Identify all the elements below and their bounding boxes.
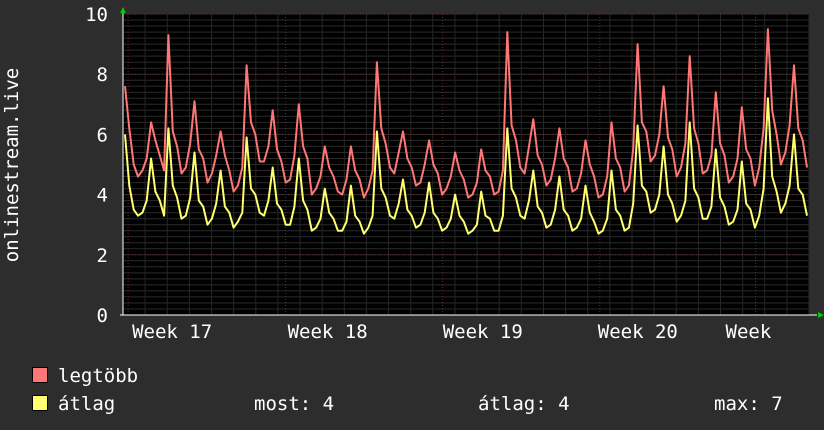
- x-tick-label: Week 19: [443, 321, 523, 343]
- series-line-1: [124, 97, 808, 235]
- x-axis-arrow: [818, 312, 824, 318]
- stat-current-value: 4: [322, 393, 335, 415]
- x-tick-label: Week 20: [598, 321, 678, 343]
- stat-current-label: most:: [254, 393, 312, 415]
- x-tick-labels: Week 17 Week 18 Week 19 Week 20 Week: [132, 321, 772, 343]
- y-tick-label: 6: [97, 124, 108, 146]
- legend-label-max: legtöbb: [58, 365, 139, 387]
- stat-max: max: 7: [714, 390, 783, 418]
- series-layer: [124, 28, 808, 235]
- y-axis-arrow: [120, 7, 126, 13]
- y-axis-label: onlinestream.live: [1, 68, 23, 262]
- legend-row-avg: átlag most: 4 átlag: 4 max: 7: [32, 390, 812, 418]
- stat-average: átlag: 4: [478, 390, 570, 418]
- legend-label-avg: átlag: [58, 393, 116, 415]
- y-tick-label: 8: [97, 64, 108, 86]
- legend-swatch-max: [32, 367, 48, 383]
- y-tick-label: 4: [97, 185, 108, 207]
- stat-average-label: átlag:: [478, 393, 547, 415]
- y-tick-label: 0: [97, 305, 108, 327]
- stat-max-value: 7: [771, 393, 783, 415]
- axes-layer: [120, 7, 824, 318]
- y-tick-label: 10: [85, 4, 108, 26]
- x-tick-label: Week 17: [132, 321, 212, 343]
- series-line-0: [124, 28, 808, 199]
- y-tick-labels: 0 2 4 6 8 10: [85, 4, 108, 327]
- stat-average-value: 4: [558, 393, 570, 415]
- x-tick-label: Week 18: [288, 321, 368, 343]
- legend-row-max: legtöbb: [32, 362, 812, 390]
- legend-swatch-avg: [32, 395, 48, 411]
- y-tick-label: 2: [97, 245, 108, 267]
- legend: legtöbb átlag most: 4 átlag: 4 max: 7: [32, 362, 812, 418]
- stat-current: most: 4: [254, 390, 334, 418]
- x-tick-label: Week: [726, 321, 772, 343]
- stat-max-label: max:: [714, 393, 760, 415]
